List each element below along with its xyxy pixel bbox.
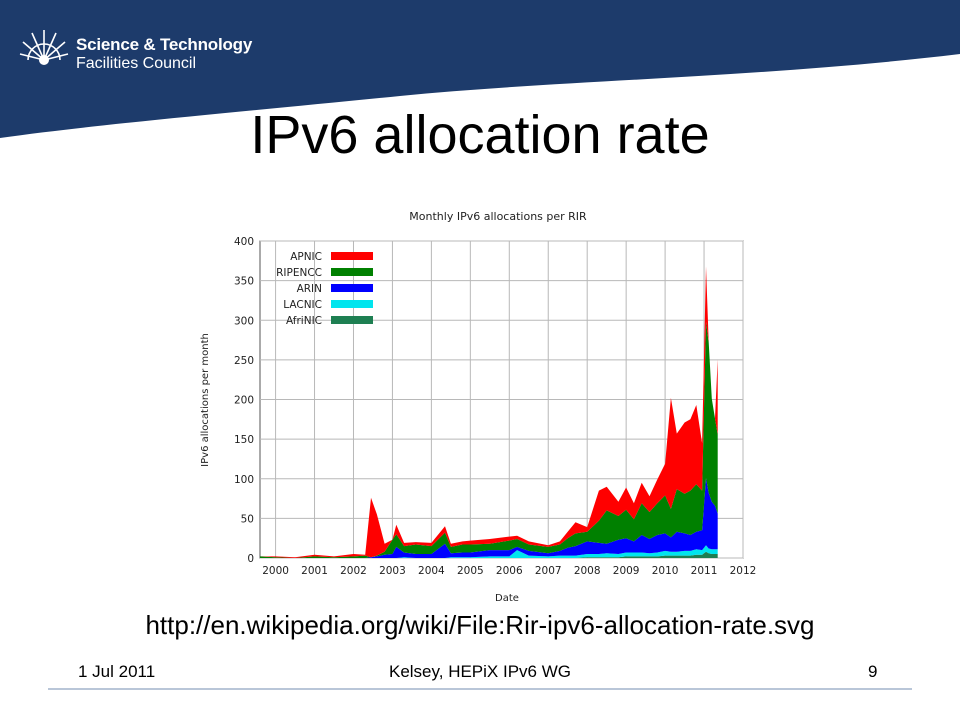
y-tick-label: 200 [234,395,254,407]
x-tick-label: 2002 [340,565,367,577]
y-axis-label: IPv6 allocations per month [200,333,211,467]
y-tick-label: 250 [234,355,254,367]
legend-label-afrinic: AfriNIC [286,315,322,327]
banner-background [0,0,960,138]
legend-label-arin: ARIN [297,283,322,295]
org-logo: Science & Technology Facilities Council [18,22,258,80]
x-tick-label: 2005 [457,565,484,577]
x-tick-label: 2011 [691,565,718,577]
y-tick-label: 300 [234,315,254,327]
legend-swatch-afrinic [331,316,373,324]
footer-divider [48,688,912,690]
y-tick-label: 100 [234,474,254,486]
x-tick-label: 2004 [418,565,445,577]
chart-areas [260,266,718,558]
legend-swatch-apnic [331,252,373,260]
x-tick-label: 2001 [301,565,328,577]
x-tick-label: 2006 [496,565,523,577]
area-series-arin [260,478,718,558]
org-name-line2: Facilities Council [76,55,197,72]
x-tick-label: 2012 [730,565,757,577]
chart-legend: APNIC RIPENCC ARIN LACNIC AfriNIC [276,251,373,327]
area-series-ripencc [260,321,718,558]
y-tick-label: 400 [234,236,254,248]
header-banner [0,0,960,138]
x-tick-label: 2009 [613,565,640,577]
sunburst-logo-icon [19,30,69,65]
y-tick-label: 50 [241,513,254,525]
x-tick-label: 2007 [535,565,562,577]
org-name-line1: Science & Technology [76,35,253,54]
x-tick-label: 2008 [574,565,601,577]
area-series-afrinic [260,551,718,558]
x-tick-label: 2010 [652,565,679,577]
area-series-lacnic [260,545,718,558]
legend-swatch-arin [331,284,373,292]
y-tick-label: 350 [234,276,254,288]
y-tick-label: 0 [247,553,254,565]
source-url[interactable]: http://en.wikipedia.org/wiki/File:Rir-ip… [145,610,815,640]
x-tick-label: 2003 [379,565,406,577]
chart-ticks: 2000 2001 2002 2003 2004 2005 2006 2007 2008 2009… [234,236,756,577]
footer-date: 1 Jul 2011 [78,662,156,681]
legend-label-apnic: APNIC [290,251,322,263]
legend-swatch-lacnic [331,300,373,308]
x-axis-label: Date [495,593,519,604]
footer-presenter: Kelsey, HEPiX IPv6 WG [388,662,571,681]
slide-title: IPv6 allocation rate [250,105,710,165]
legend-swatch-ripencc [331,268,373,276]
legend-label-ripencc: RIPENCC [276,267,322,279]
legend-label-lacnic: LACNIC [283,299,322,311]
y-tick-label: 150 [234,434,254,446]
chart-title: Monthly IPv6 allocations per RIR [409,210,587,223]
page-number: 9 [868,662,878,681]
x-tick-label: 2000 [262,565,289,577]
allocation-chart: Monthly IPv6 allocations per RIR IPv6 al… [200,210,756,604]
